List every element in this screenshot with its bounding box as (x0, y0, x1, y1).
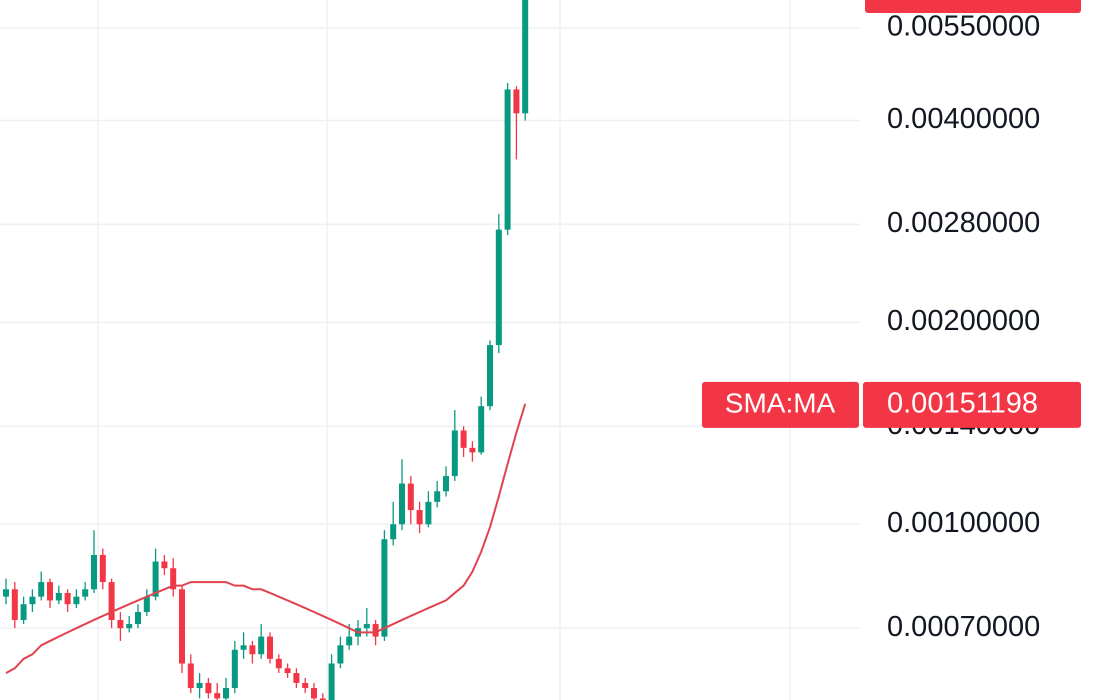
candle-body (11, 589, 18, 620)
sma-tag: SMA:MA 0.00151198 (702, 381, 1081, 428)
candle-body (381, 539, 388, 637)
plot-area (3, 0, 529, 700)
candle-body (495, 229, 502, 346)
candle-body (82, 589, 89, 597)
sma-line (5, 403, 527, 674)
candle-body (47, 582, 53, 601)
candle-body (390, 524, 397, 540)
candle-body (152, 561, 159, 597)
candle-body (302, 682, 309, 689)
candle-body (231, 649, 238, 689)
y-tick-label: 0.00400000 (887, 103, 1040, 135)
sma-name-box (702, 381, 859, 428)
candle-body (487, 345, 493, 407)
y-tick-label: 0.00070000 (887, 611, 1040, 643)
candle-body (143, 596, 150, 612)
y-tick-label: 0.00550000 (887, 10, 1040, 42)
candle-body (284, 668, 291, 674)
candle-body (249, 645, 256, 655)
candle-body (451, 430, 458, 477)
candle-body (319, 698, 326, 700)
grid (0, 27, 860, 629)
candle-body (346, 636, 353, 646)
candle-body (64, 592, 71, 605)
candle-body (135, 611, 141, 625)
candle-body (170, 568, 177, 590)
candle-body (20, 604, 27, 620)
candle-body (504, 89, 511, 230)
sma-value-box (863, 381, 1081, 428)
candle-body (522, 0, 529, 114)
candle-body (223, 688, 229, 699)
candle-body (205, 682, 212, 694)
candle-body (443, 476, 449, 492)
candle-body (179, 589, 185, 664)
candle-body (117, 619, 124, 629)
candle-body (187, 663, 194, 689)
candle-body (434, 491, 441, 502)
candle-body (469, 447, 476, 453)
candle-body (267, 636, 273, 659)
candle-body (126, 624, 133, 629)
candle-body (460, 430, 467, 448)
candle-body (196, 682, 203, 689)
candle-body (108, 582, 115, 620)
candle-body (416, 510, 423, 525)
candle-body (328, 663, 335, 700)
y-axis: 0.00550000 0.00400000 0.00280000 0.00200000… (887, 10, 1040, 642)
candle-body (214, 693, 221, 699)
sma-name: SMA:MA (725, 387, 836, 418)
candle-body (407, 483, 414, 511)
y-tick-label: 0.00280000 (887, 207, 1040, 239)
sma-value: 0.00151198 (887, 388, 1038, 420)
candle-body (29, 596, 36, 605)
vertical-grid (97, 0, 791, 700)
candle-body (372, 624, 379, 637)
candle-body (275, 658, 282, 669)
candle-body (311, 688, 317, 699)
candle-body (73, 596, 80, 605)
price-tag (865, 0, 1081, 13)
candle-body (240, 645, 247, 650)
candle-body (38, 582, 45, 597)
candle-body (258, 636, 265, 655)
candle-body (425, 501, 432, 525)
candle-body (3, 589, 9, 597)
candle-body (55, 592, 62, 601)
candle-body (293, 673, 300, 683)
candle-body (399, 483, 405, 525)
candle-body (161, 561, 168, 569)
candle-body (513, 89, 520, 114)
candle-body (99, 554, 106, 583)
candle-body (478, 406, 485, 453)
candle-body (91, 554, 97, 590)
y-tick-label: 0.00100000 (887, 507, 1040, 539)
y-tick-label: 0.00200000 (887, 305, 1040, 337)
candle-body (363, 624, 370, 629)
candle-body (337, 645, 344, 664)
